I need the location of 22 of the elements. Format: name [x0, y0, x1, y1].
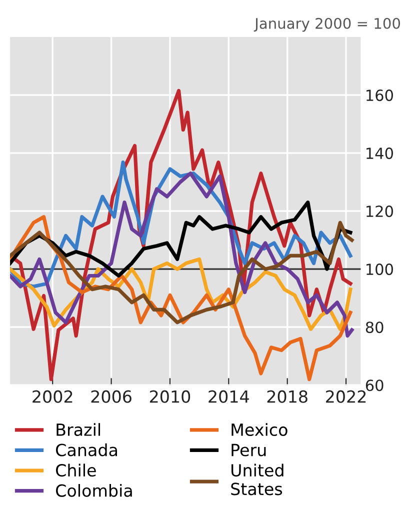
legend-label: Canada [56, 443, 117, 456]
x-tick-label: 2010 [150, 390, 190, 403]
x-tick-label: 2018 [267, 390, 308, 403]
legend-label: Mexico [232, 423, 288, 436]
line-series [10, 220, 354, 324]
y-tick-label: 60 [366, 380, 384, 392]
legend-label: Colombia [56, 484, 132, 497]
y-tick-label: 160 [366, 90, 393, 102]
y-tick-label: 80 [366, 322, 384, 334]
legend-label: Brazil [56, 423, 100, 436]
x-tick-label: 2002 [32, 390, 72, 403]
x-tick-label: 2006 [91, 390, 132, 403]
x-tick-label: 2014 [208, 390, 249, 403]
y-tick-label: 100 [366, 264, 393, 276]
legend-label: United States [231, 464, 284, 496]
y-tick-label: 120 [366, 206, 393, 218]
line-series [10, 172, 354, 338]
x-tick-label: 2022 [326, 390, 366, 403]
legend-label: Peru [232, 444, 266, 456]
chart-subtitle: January 2000 = 100 [254, 18, 400, 32]
y-tick-label: 140 [366, 148, 393, 160]
legend-label: Chile [56, 464, 96, 477]
